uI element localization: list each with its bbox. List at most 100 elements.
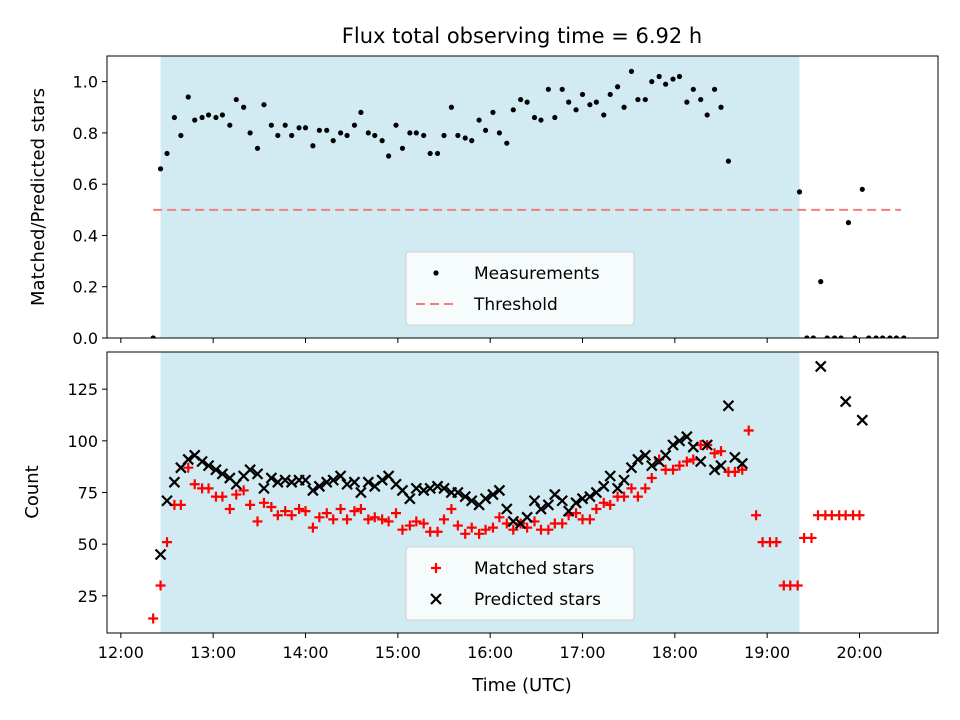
matched-star-point [280,506,291,517]
measurement-point [810,335,816,338]
predicted-star-point [154,548,167,561]
predicted-star-point [313,480,326,493]
matched-star-point [411,516,422,527]
predicted-star-point [839,395,852,408]
matched-star-point [418,518,429,529]
x-tick-label: 19:00 [744,643,790,662]
measurement-point [448,104,455,110]
measurement-point [441,132,447,139]
x-tick-label: 18:00 [652,643,698,662]
plot-area [150,68,907,338]
predicted-star-point [417,484,430,497]
measurement-point [227,122,233,128]
matched-star-point [252,516,263,527]
measurement-point [704,112,710,118]
measurement-point [684,99,690,105]
x-tick-label: 16:00 [467,643,513,662]
measurement-point [199,114,205,121]
matched-star-point [231,489,242,500]
predicted-star-point [736,457,749,470]
matched-star-point [355,504,366,515]
y-tick-label: 50 [78,535,98,554]
x-tick-label: 15:00 [375,643,421,662]
measurement-point [330,138,336,144]
matched-star-point [591,504,602,515]
matched-star-point [377,514,388,525]
measurement-point [324,127,330,133]
matched-star-point [224,504,235,515]
legend-label: Matched stars [474,559,594,579]
measurement-point [901,335,907,338]
measurement-point [818,279,824,285]
measurement-point [587,102,593,108]
measurement-point [150,335,156,338]
predicted-star-point [542,499,555,511]
predicted-star-point [487,488,499,501]
predicted-star-point [597,480,610,493]
matched-star-point [743,425,754,436]
x-tick-label: 13:00 [190,643,236,662]
measurement-point [469,138,475,144]
predicted-star-point [404,492,416,505]
measurement-point [205,112,212,118]
matched-star-point [674,460,685,471]
predicted-star-point [362,476,375,488]
predicted-star-point [348,476,361,488]
predicted-star-point [216,468,229,480]
measurement-point [192,117,198,123]
measurement-point [559,86,565,92]
matched-star-point [148,613,159,624]
predicted-star-point [479,492,492,505]
matched-star-point [432,526,443,537]
legend-marker-dot [433,270,439,276]
predicted-star-point [493,484,506,497]
matched-star-point [543,524,554,535]
measurement-point [316,127,322,133]
y-tick-label: 0.4 [73,226,98,245]
matched-star-point [460,528,471,539]
matched-star-point [189,479,200,490]
measurement-point [482,127,489,133]
predicted-star-point [611,482,624,495]
predicted-star-point [320,476,333,488]
predicted-star-point [452,486,464,499]
measurement-point [852,335,858,338]
predicted-star-point [556,494,568,507]
predicted-star-point [161,494,173,507]
count-y-axis-label: Count [22,465,43,518]
predicted-star-point [722,399,735,412]
measurement-point [386,153,392,159]
matched-star-point [494,512,505,523]
measurement-point [434,150,441,157]
y-tick-label: 25 [78,587,98,606]
matched-star-point [584,514,595,525]
measurement-point [531,114,538,121]
predicted-star-point [438,482,450,495]
predicted-star-point [258,482,270,495]
matched-star-point [203,483,214,494]
measurement-point [859,186,865,192]
measurement-point [282,122,288,128]
matched-star-point [314,512,325,523]
x-tick-label: 17:00 [559,643,605,662]
measurement-point [566,99,572,105]
matched-star-point [245,499,256,510]
matched-star-point [363,514,374,525]
measurement-point [504,140,510,146]
measurement-point [462,135,468,141]
matched-star-point [605,499,616,510]
matched-star-point [183,462,194,473]
measurement-point [538,117,544,123]
measurement-point [676,73,683,80]
matched-star-point [258,497,269,508]
matched-star-point [307,522,318,533]
measurement-point [873,335,879,338]
measurement-point [413,130,419,136]
measurement-point [670,76,676,82]
measurement-point [615,84,621,90]
measurement-point [185,94,191,100]
predicted-star-point [196,455,208,468]
measurement-point [421,132,427,139]
y-tick-label: 0.0 [73,329,98,348]
matched-star-point [557,518,568,529]
